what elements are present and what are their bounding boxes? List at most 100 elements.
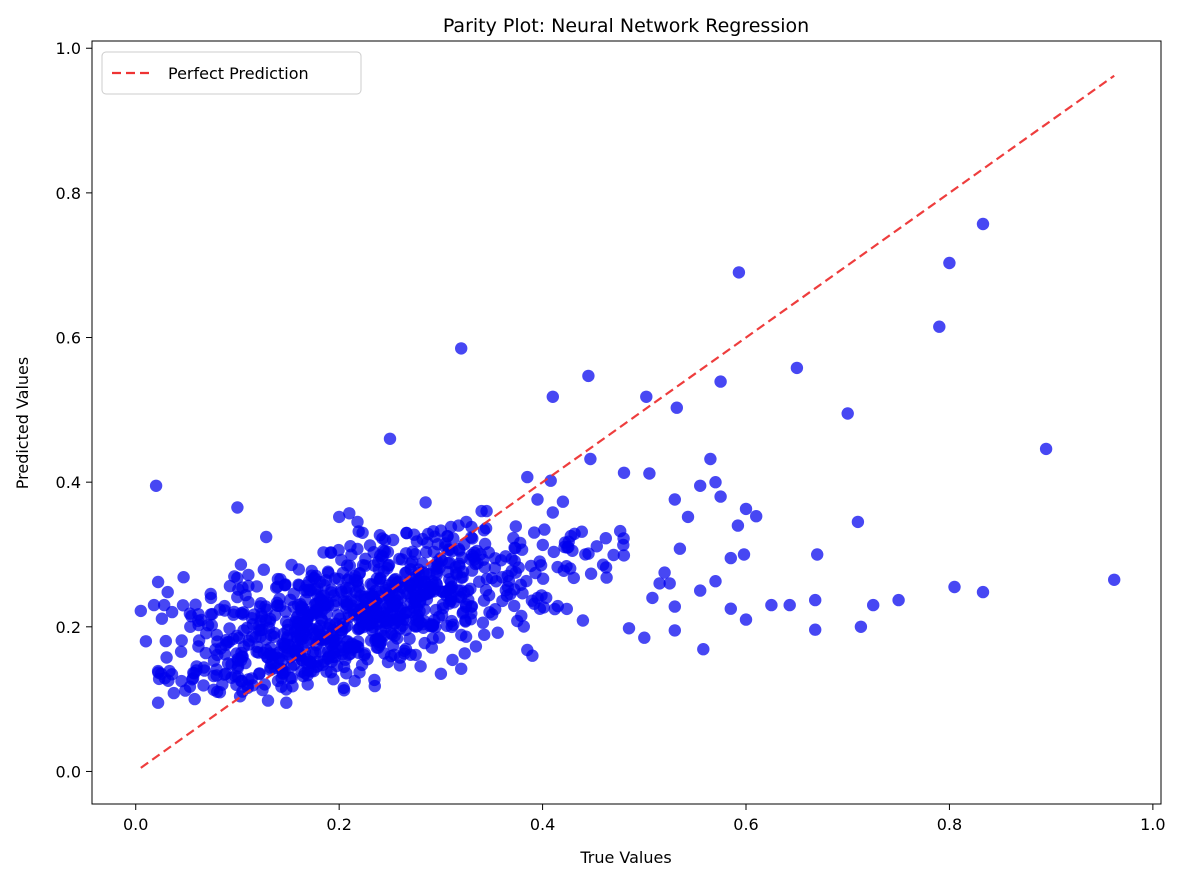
data-point <box>271 674 285 688</box>
data-point <box>737 548 751 561</box>
data-point <box>478 537 492 551</box>
data-point <box>242 579 255 593</box>
data-point <box>811 548 824 561</box>
data-point <box>353 567 366 580</box>
data-point <box>663 577 676 590</box>
data-point <box>260 530 273 544</box>
data-point <box>211 648 224 662</box>
data-point <box>933 320 946 333</box>
data-point <box>253 667 266 680</box>
data-point <box>622 622 636 635</box>
data-point <box>351 515 364 529</box>
data-point <box>556 495 570 508</box>
data-point <box>158 598 171 612</box>
data-point <box>646 591 659 605</box>
data-point <box>359 552 372 565</box>
data-point <box>280 696 293 709</box>
data-point <box>242 568 255 582</box>
data-point <box>460 515 473 529</box>
data-point <box>714 375 727 388</box>
data-point <box>892 593 905 607</box>
data-point <box>576 614 590 627</box>
data-point <box>188 692 201 706</box>
data-point <box>298 666 312 680</box>
data-point <box>486 608 499 621</box>
data-point <box>584 567 598 580</box>
data-point <box>434 667 448 680</box>
data-point <box>599 532 612 545</box>
data-point <box>192 640 205 653</box>
data-point <box>783 598 796 612</box>
data-point <box>151 696 165 709</box>
data-point <box>174 645 188 658</box>
data-point <box>309 646 322 660</box>
data-point <box>600 571 613 584</box>
data-point <box>668 493 681 506</box>
data-point <box>425 641 438 654</box>
data-point <box>455 342 468 355</box>
data-point <box>457 586 471 599</box>
data-point <box>582 369 595 383</box>
data-point <box>943 256 956 270</box>
data-point <box>219 667 232 680</box>
x-tick-label: 0.4 <box>530 815 555 834</box>
data-point <box>160 651 173 664</box>
data-point <box>499 550 512 563</box>
data-point <box>496 594 509 608</box>
data-point <box>453 544 466 557</box>
data-point <box>323 618 336 631</box>
data-point <box>234 654 248 667</box>
data-point <box>489 552 502 565</box>
data-point <box>287 658 301 671</box>
data-point <box>381 601 394 614</box>
data-point <box>276 663 289 676</box>
data-point <box>159 634 172 648</box>
data-point <box>430 578 443 591</box>
data-point <box>809 623 822 636</box>
data-point <box>590 540 603 553</box>
data-point <box>459 630 473 643</box>
data-point <box>207 683 220 696</box>
data-point <box>531 591 544 605</box>
data-point <box>476 616 490 629</box>
data-point <box>406 545 419 558</box>
data-point <box>495 571 509 584</box>
data-point <box>324 546 337 559</box>
data-point <box>300 653 313 666</box>
data-point <box>227 605 241 619</box>
y-axis: 0.0 0.2 0.4 0.6 0.8 1.0 <box>56 39 92 781</box>
data-point <box>547 545 560 559</box>
data-point <box>540 591 553 604</box>
data-point <box>455 662 468 675</box>
perfect-prediction-line <box>140 74 1115 769</box>
data-point <box>403 632 416 645</box>
data-point <box>670 401 683 414</box>
y-tick-label: 1.0 <box>56 39 81 58</box>
data-point <box>192 608 205 621</box>
data-point <box>509 520 522 533</box>
data-point <box>231 501 244 514</box>
data-point <box>407 528 421 541</box>
data-point <box>564 529 577 543</box>
x-tick-label: 0.6 <box>733 815 758 834</box>
data-point <box>731 519 745 532</box>
data-point <box>465 600 479 613</box>
data-point <box>420 546 433 559</box>
data-point <box>351 603 365 617</box>
data-point <box>488 561 502 575</box>
data-point <box>681 510 695 524</box>
data-point <box>694 584 707 597</box>
data-point <box>155 667 168 680</box>
data-point <box>207 669 220 683</box>
data-point <box>694 479 707 492</box>
data-point <box>444 520 458 534</box>
data-point <box>353 584 366 598</box>
data-point <box>409 595 422 608</box>
data-point <box>473 575 486 588</box>
data-point <box>382 592 396 605</box>
data-point <box>190 664 203 677</box>
data-point <box>331 609 345 622</box>
data-point <box>464 553 477 566</box>
data-point <box>230 629 244 642</box>
data-point <box>378 647 391 660</box>
